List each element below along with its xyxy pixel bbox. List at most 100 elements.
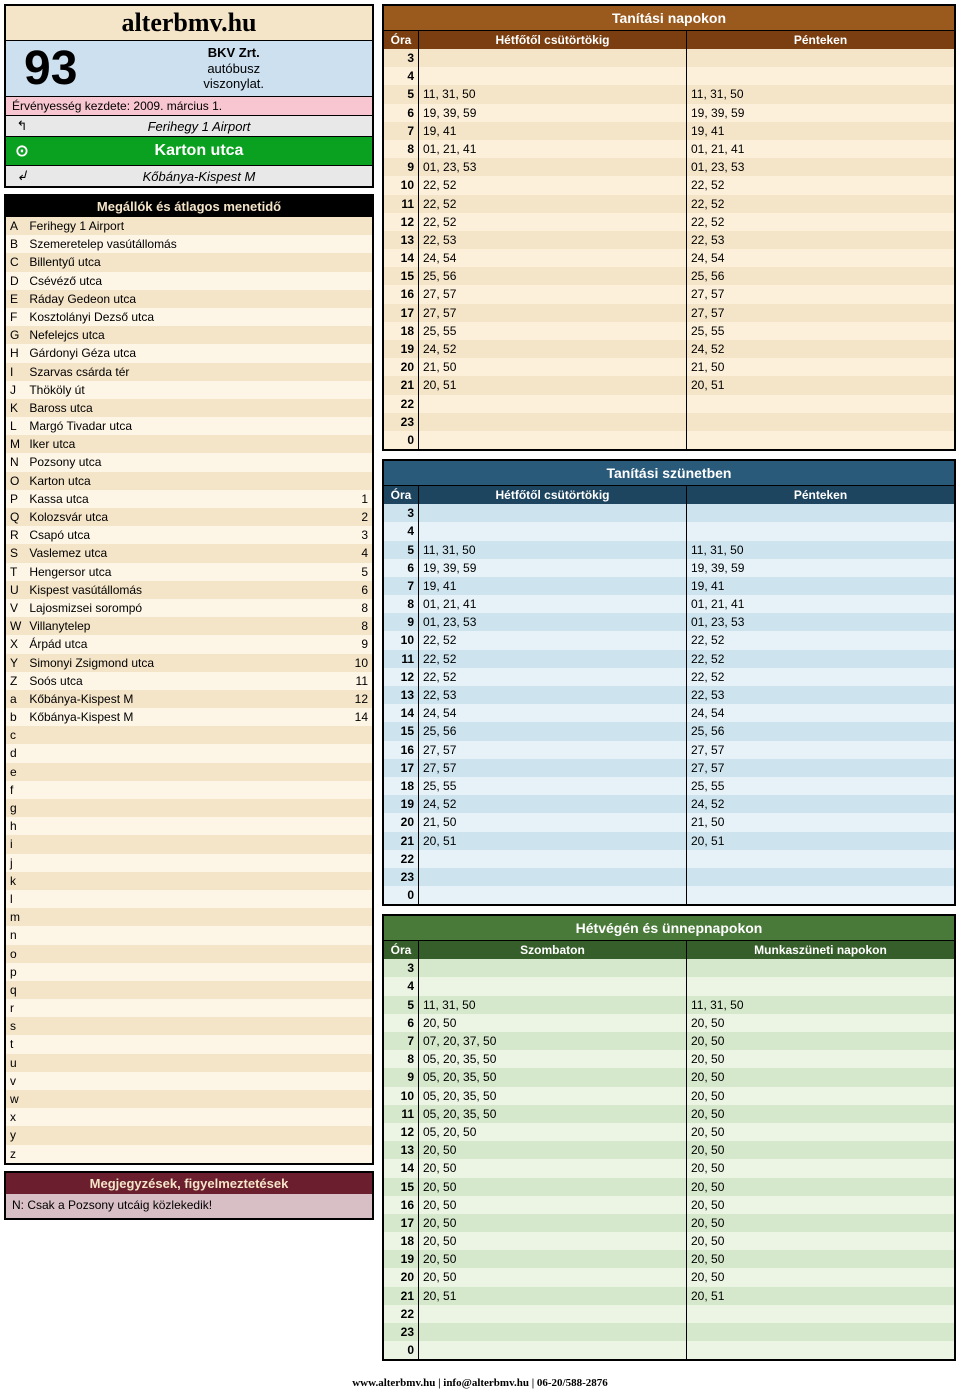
col-hour-head: Óra (384, 941, 418, 959)
schedule-row: 1620, 5020, 50 (384, 1196, 954, 1214)
stop-minutes: 8 (344, 617, 372, 635)
stop-minutes (344, 326, 372, 344)
times-cell (418, 868, 686, 886)
hour-cell: 13 (384, 686, 418, 704)
schedule-row: 707, 20, 37, 5020, 50 (384, 1032, 954, 1050)
stop-minutes (344, 799, 372, 817)
stop-row: AFerihegy 1 Airport (6, 217, 372, 235)
times-cell (418, 1323, 686, 1341)
times-cell: 22, 52 (686, 668, 954, 686)
stop-letter: N (6, 453, 25, 471)
times-cell: 22, 52 (418, 668, 686, 686)
hour-cell: 16 (384, 285, 418, 303)
times-cell: 27, 57 (686, 304, 954, 322)
stop-minutes: 3 (344, 526, 372, 544)
stop-row: y (6, 1126, 372, 1144)
times-cell: 24, 52 (418, 795, 686, 813)
times-cell: 22, 52 (686, 631, 954, 649)
schedule-row: 1320, 5020, 50 (384, 1141, 954, 1159)
schedule-row: 23 (384, 868, 954, 886)
schedule-body: 34511, 31, 5011, 31, 50620, 5020, 50707,… (384, 959, 954, 1359)
stop-row: UKispest vasútállomás6 (6, 581, 372, 599)
hour-cell: 23 (384, 1323, 418, 1341)
stop-row: q (6, 981, 372, 999)
schedule-row: 22 (384, 395, 954, 413)
stop-letter: w (6, 1090, 25, 1108)
hour-cell: 20 (384, 813, 418, 831)
times-cell: 19, 41 (686, 577, 954, 595)
stop-name (25, 763, 344, 781)
times-cell: 01, 23, 53 (686, 158, 954, 176)
stop-letter: f (6, 781, 25, 799)
route-header: 93 BKV Zrt. autóbusz viszonylat. (6, 41, 372, 96)
stop-minutes (344, 1054, 372, 1072)
times-cell: 01, 21, 41 (418, 595, 686, 613)
stop-letter: r (6, 999, 25, 1017)
times-cell: 25, 55 (418, 322, 686, 340)
stop-minutes (344, 453, 372, 471)
arrow-next-icon: ↲ (12, 168, 32, 184)
stop-name (25, 1017, 344, 1035)
times-cell: 20, 50 (686, 1159, 954, 1177)
stop-row: RCsapó utca3 (6, 526, 372, 544)
times-cell: 22, 53 (686, 686, 954, 704)
stop-letter: c (6, 726, 25, 744)
terminal-prev-name: Ferihegy 1 Airport (32, 119, 366, 134)
times-cell: 01, 21, 41 (686, 140, 954, 158)
times-cell (686, 1305, 954, 1323)
times-cell: 20, 50 (686, 1087, 954, 1105)
stop-letter: D (6, 272, 25, 290)
schedule-row: 1122, 5222, 52 (384, 195, 954, 213)
times-cell (418, 886, 686, 904)
stop-name (25, 926, 344, 944)
stop-minutes (344, 472, 372, 490)
stop-name: Hengersor utca (25, 563, 344, 581)
schedule-row: 1424, 5424, 54 (384, 249, 954, 267)
stop-letter: g (6, 799, 25, 817)
schedule-row: 1022, 5222, 52 (384, 631, 954, 649)
times-cell: 25, 55 (418, 777, 686, 795)
stop-row: PKassa utca1 (6, 490, 372, 508)
stop-minutes: 11 (344, 672, 372, 690)
schedule-row: 2120, 5120, 51 (384, 376, 954, 394)
schedule-row: 805, 20, 35, 5020, 50 (384, 1050, 954, 1068)
stop-name (25, 1126, 344, 1144)
notes-body: N: Csak a Pozsony utcáig közlekedik! (6, 1194, 372, 1218)
hour-cell: 21 (384, 1287, 418, 1305)
stop-letter: W (6, 617, 25, 635)
stop-row: ISzarvas csárda tér (6, 363, 372, 381)
stop-name (25, 1072, 344, 1090)
stop-letter: n (6, 926, 25, 944)
stop-letter: C (6, 253, 25, 271)
schedule-row: 719, 4119, 41 (384, 122, 954, 140)
schedule-title: Hétvégén és ünnepnapokon (384, 916, 954, 940)
hour-cell: 18 (384, 322, 418, 340)
stop-letter: V (6, 599, 25, 617)
stop-row: n (6, 926, 372, 944)
times-cell: 01, 23, 53 (686, 613, 954, 631)
schedule-row: 1005, 20, 35, 5020, 50 (384, 1087, 954, 1105)
schedule-row: 1105, 20, 35, 5020, 50 (384, 1105, 954, 1123)
times-cell: 27, 57 (686, 759, 954, 777)
times-cell: 05, 20, 35, 50 (418, 1087, 686, 1105)
times-cell: 20, 50 (686, 1050, 954, 1068)
times-cell: 20, 50 (418, 1268, 686, 1286)
stop-minutes (344, 763, 372, 781)
hour-cell: 6 (384, 1014, 418, 1032)
notes-panel: Megjegyzések, figyelmeztetések N: Csak a… (4, 1171, 374, 1220)
schedule-row: 22 (384, 1305, 954, 1323)
stop-name: Kőbánya-Kispest M (25, 708, 344, 726)
stop-letter: K (6, 399, 25, 417)
hour-cell: 18 (384, 1232, 418, 1250)
hour-cell: 20 (384, 1268, 418, 1286)
schedule-row: 4 (384, 522, 954, 540)
times-cell: 25, 56 (418, 722, 686, 740)
col-times-head: Munkaszüneti napokon (686, 941, 954, 959)
hour-cell: 14 (384, 1159, 418, 1177)
stop-name: Lajosmizsei sorompó (25, 599, 344, 617)
stop-letter: F (6, 308, 25, 326)
stop-row: GNefelejcs utca (6, 326, 372, 344)
times-cell (686, 886, 954, 904)
stop-row: HGárdonyi Géza utca (6, 344, 372, 362)
schedule-block: Tanítási szünetbenÓraHétfőtől csütörtöki… (382, 459, 956, 906)
